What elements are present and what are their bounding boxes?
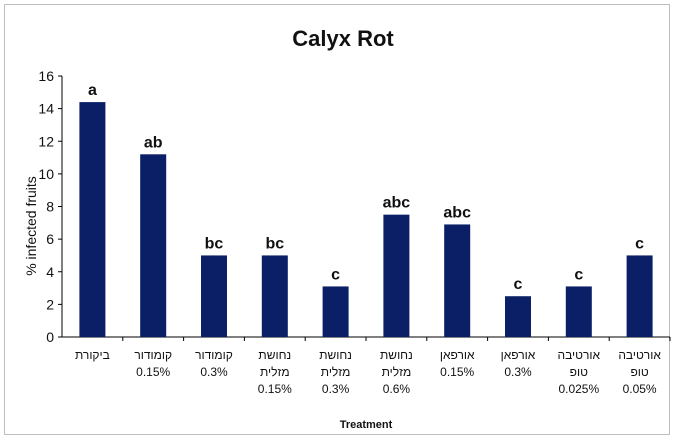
data-label: abc — [383, 195, 411, 212]
y-tick-label: 8 — [46, 199, 54, 215]
data-label: c — [574, 266, 583, 283]
bar — [444, 224, 471, 337]
bar — [140, 154, 167, 337]
x-tick-label: 0.3% — [322, 382, 350, 396]
x-tick-label: נחושת — [258, 348, 291, 362]
x-tick-label: אורטיבה — [558, 348, 601, 362]
chart-frame — [4, 4, 670, 435]
bar — [201, 255, 227, 337]
bar — [383, 214, 410, 337]
data-label: ab — [144, 134, 163, 151]
y-tick-label: 16 — [38, 68, 54, 84]
x-tick-label: טופ — [570, 365, 588, 379]
x-tick-label: 0.15% — [258, 382, 292, 396]
data-label: bc — [265, 235, 284, 252]
y-tick-label: 4 — [46, 264, 54, 280]
x-tick-label: אורטיבה — [618, 348, 661, 362]
data-label: c — [331, 266, 340, 283]
bar — [79, 102, 106, 337]
x-tick-label: קומודור — [195, 348, 233, 362]
data-label: bc — [205, 235, 224, 252]
chart-title: Calyx Rot — [292, 26, 394, 51]
x-tick-label: 0.3% — [504, 365, 532, 379]
x-tick-label: 0.15% — [136, 365, 170, 379]
data-label: c — [514, 276, 523, 293]
x-tick-label: מזלית — [260, 365, 290, 379]
x-tick-label: נחושת — [319, 348, 352, 362]
x-tick-label: 0.6% — [383, 382, 411, 396]
x-tick-label: 0.05% — [623, 382, 657, 396]
bar — [505, 296, 531, 337]
data-label: c — [635, 235, 644, 252]
y-tick-label: 14 — [38, 101, 54, 117]
x-tick-label: ביקורת — [75, 348, 110, 362]
x-tick-label: 0.15% — [440, 365, 474, 379]
y-tick-label: 2 — [46, 296, 54, 312]
bar — [626, 255, 653, 337]
y-axis-label: % infected fruits — [23, 176, 39, 276]
data-label: a — [88, 82, 97, 99]
x-tick-label: נחושת — [380, 348, 413, 362]
bar — [261, 255, 288, 337]
x-tick-label: מזלית — [382, 365, 412, 379]
x-tick-label: 0.025% — [558, 382, 599, 396]
plot-area: 0 2 4 6 8 10 12 14 16 a ביקורת ab קומודור 0.15% bc קומו… — [38, 68, 671, 396]
bar — [565, 286, 592, 337]
x-tick-label: מזלית — [321, 365, 351, 379]
x-tick-label: אורפאן — [440, 348, 475, 362]
y-tick-label: 6 — [46, 231, 54, 247]
y-tick-label: 0 — [46, 329, 54, 345]
x-tick-label: קומודור — [134, 348, 172, 362]
data-label: abc — [443, 204, 471, 221]
y-tick-label: 10 — [38, 166, 54, 182]
bar — [322, 286, 349, 337]
x-tick-label: טופ — [630, 365, 648, 379]
x-tick-label: אורפאן — [501, 348, 536, 362]
y-tick-label: 12 — [38, 133, 54, 149]
x-tick-label: 0.3% — [200, 365, 228, 379]
x-axis-label: Treatment — [340, 419, 393, 431]
